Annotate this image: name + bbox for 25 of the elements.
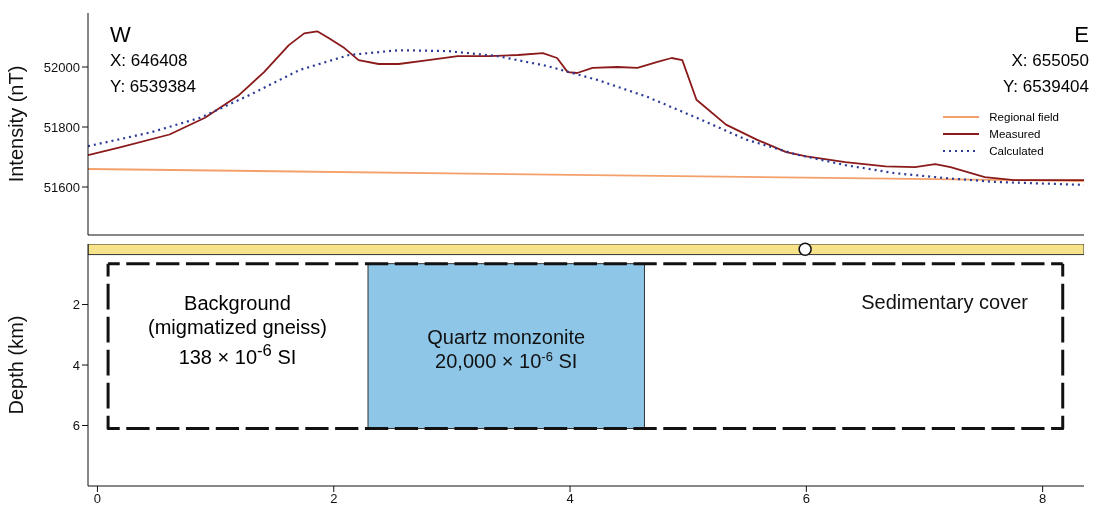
legend-label: Regional field	[989, 110, 1059, 123]
band-label: Quartz monzonite 20,000 × 10$^{-6}$ SI	[427, 325, 586, 372]
annotation: Y: 6539384	[110, 76, 197, 98]
legend-label: Measured	[989, 127, 1041, 140]
x-tick-label: 0	[93, 491, 102, 507]
legend-label: Calculated	[989, 144, 1044, 157]
y-axis-title: Depth (km)	[5, 315, 28, 415]
annotation: W	[110, 22, 132, 48]
y-tick-label: 51600	[43, 179, 80, 195]
band-label: Sedimentary cover	[861, 291, 1029, 314]
annotation: E	[1073, 22, 1089, 48]
y-tick-label: 2	[72, 297, 80, 313]
annotation: Y: 6539404	[1002, 76, 1089, 98]
x-tick-label: 6	[802, 491, 810, 507]
annotation: X: 655050	[1010, 50, 1089, 72]
annotation: Background (migmatized gneiss) 138 × 10$^{-6}$ SI	[148, 291, 327, 369]
annotation: X: 646408	[110, 50, 189, 72]
y-tick-label: 51800	[43, 119, 80, 135]
y-tick-label: 6	[72, 418, 80, 434]
y-tick-label: 52000	[43, 59, 80, 75]
x-tick-label: 8	[1039, 491, 1047, 507]
x-tick-label: 2	[330, 491, 338, 507]
x-tick-label: 4	[566, 491, 574, 507]
y-axis-title: Intensity (nT)	[5, 65, 28, 183]
y-tick-label: 4	[72, 357, 80, 373]
